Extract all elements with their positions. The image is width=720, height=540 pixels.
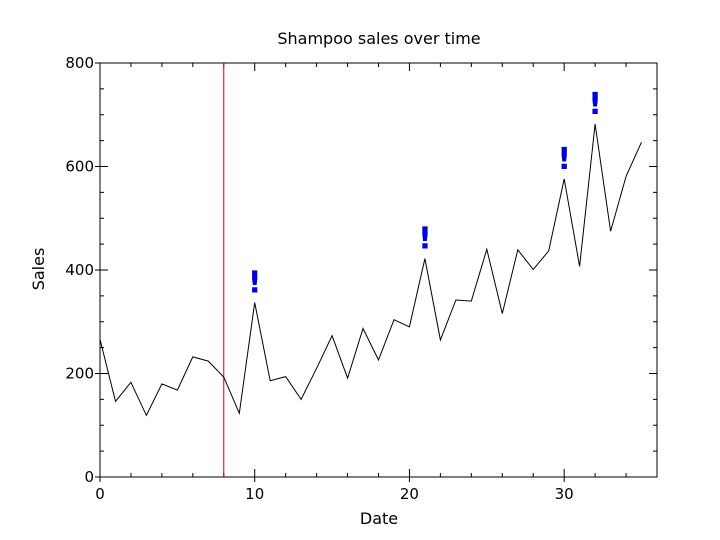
series-line — [99, 124, 642, 417]
y-tick-label: 800 — [65, 54, 94, 72]
x-axis-label: Date — [360, 509, 398, 528]
y-tick-label: 600 — [65, 158, 94, 176]
annotation-mark: ! — [557, 142, 571, 177]
plot-area: 0 10 20 30 0 200 400 600 800!!!! — [65, 54, 658, 503]
y-tick-label: 400 — [65, 261, 94, 279]
axes-frame — [99, 62, 658, 478]
x-tick-label: 20 — [400, 485, 419, 503]
x-tick-label: 0 — [95, 485, 105, 503]
x-tick-label: 30 — [555, 485, 574, 503]
annotation-mark: ! — [588, 87, 602, 122]
y-axis-label: Sales — [29, 248, 48, 291]
x-tick-label: 10 — [245, 485, 264, 503]
y-tick-label: 0 — [84, 468, 94, 486]
chart-title: Shampoo sales over time — [277, 29, 480, 48]
annotation-mark: ! — [418, 222, 432, 257]
annotation-mark: ! — [248, 266, 262, 301]
y-tick-label: 200 — [65, 365, 94, 383]
